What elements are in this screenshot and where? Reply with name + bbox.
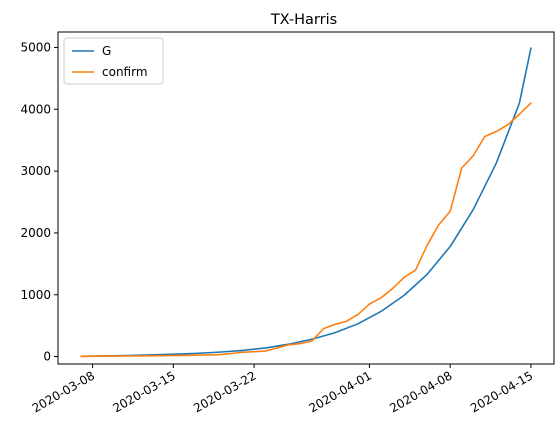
y-tick-label-4: 4000 [20, 102, 51, 116]
x-tick-label-2: 2020-03-22 [191, 368, 258, 415]
chart-title: TX-Harris [270, 12, 337, 28]
legend-label-1: confirm [102, 65, 148, 79]
y-tick-label-2: 2000 [20, 226, 51, 240]
x-tick-label-0: 2020-03-08 [30, 368, 97, 415]
x-axis: 2020-03-08 2020-03-15 2020-03-22 2020-04-01… [30, 364, 535, 415]
y-axis: 0 1000 2000 3000 4000 5000 [20, 40, 58, 364]
y-tick-label-5: 5000 [20, 40, 51, 54]
x-tick-label-3: 2020-04-01 [307, 368, 374, 415]
y-tick-label-0: 0 [43, 350, 51, 364]
x-tick-label-4: 2020-04-08 [387, 368, 454, 415]
x-tick-label-5: 2020-04-15 [468, 368, 535, 415]
series-line-0 [80, 47, 532, 358]
y-tick-label-1: 1000 [20, 288, 51, 302]
y-tick-label-3: 3000 [20, 164, 51, 178]
series-line-1 [80, 102, 532, 358]
plot-frame [57, 31, 555, 365]
legend-label-0: G [102, 44, 111, 58]
x-tick-label-1: 2020-03-15 [110, 368, 177, 415]
series-layer [80, 47, 532, 358]
